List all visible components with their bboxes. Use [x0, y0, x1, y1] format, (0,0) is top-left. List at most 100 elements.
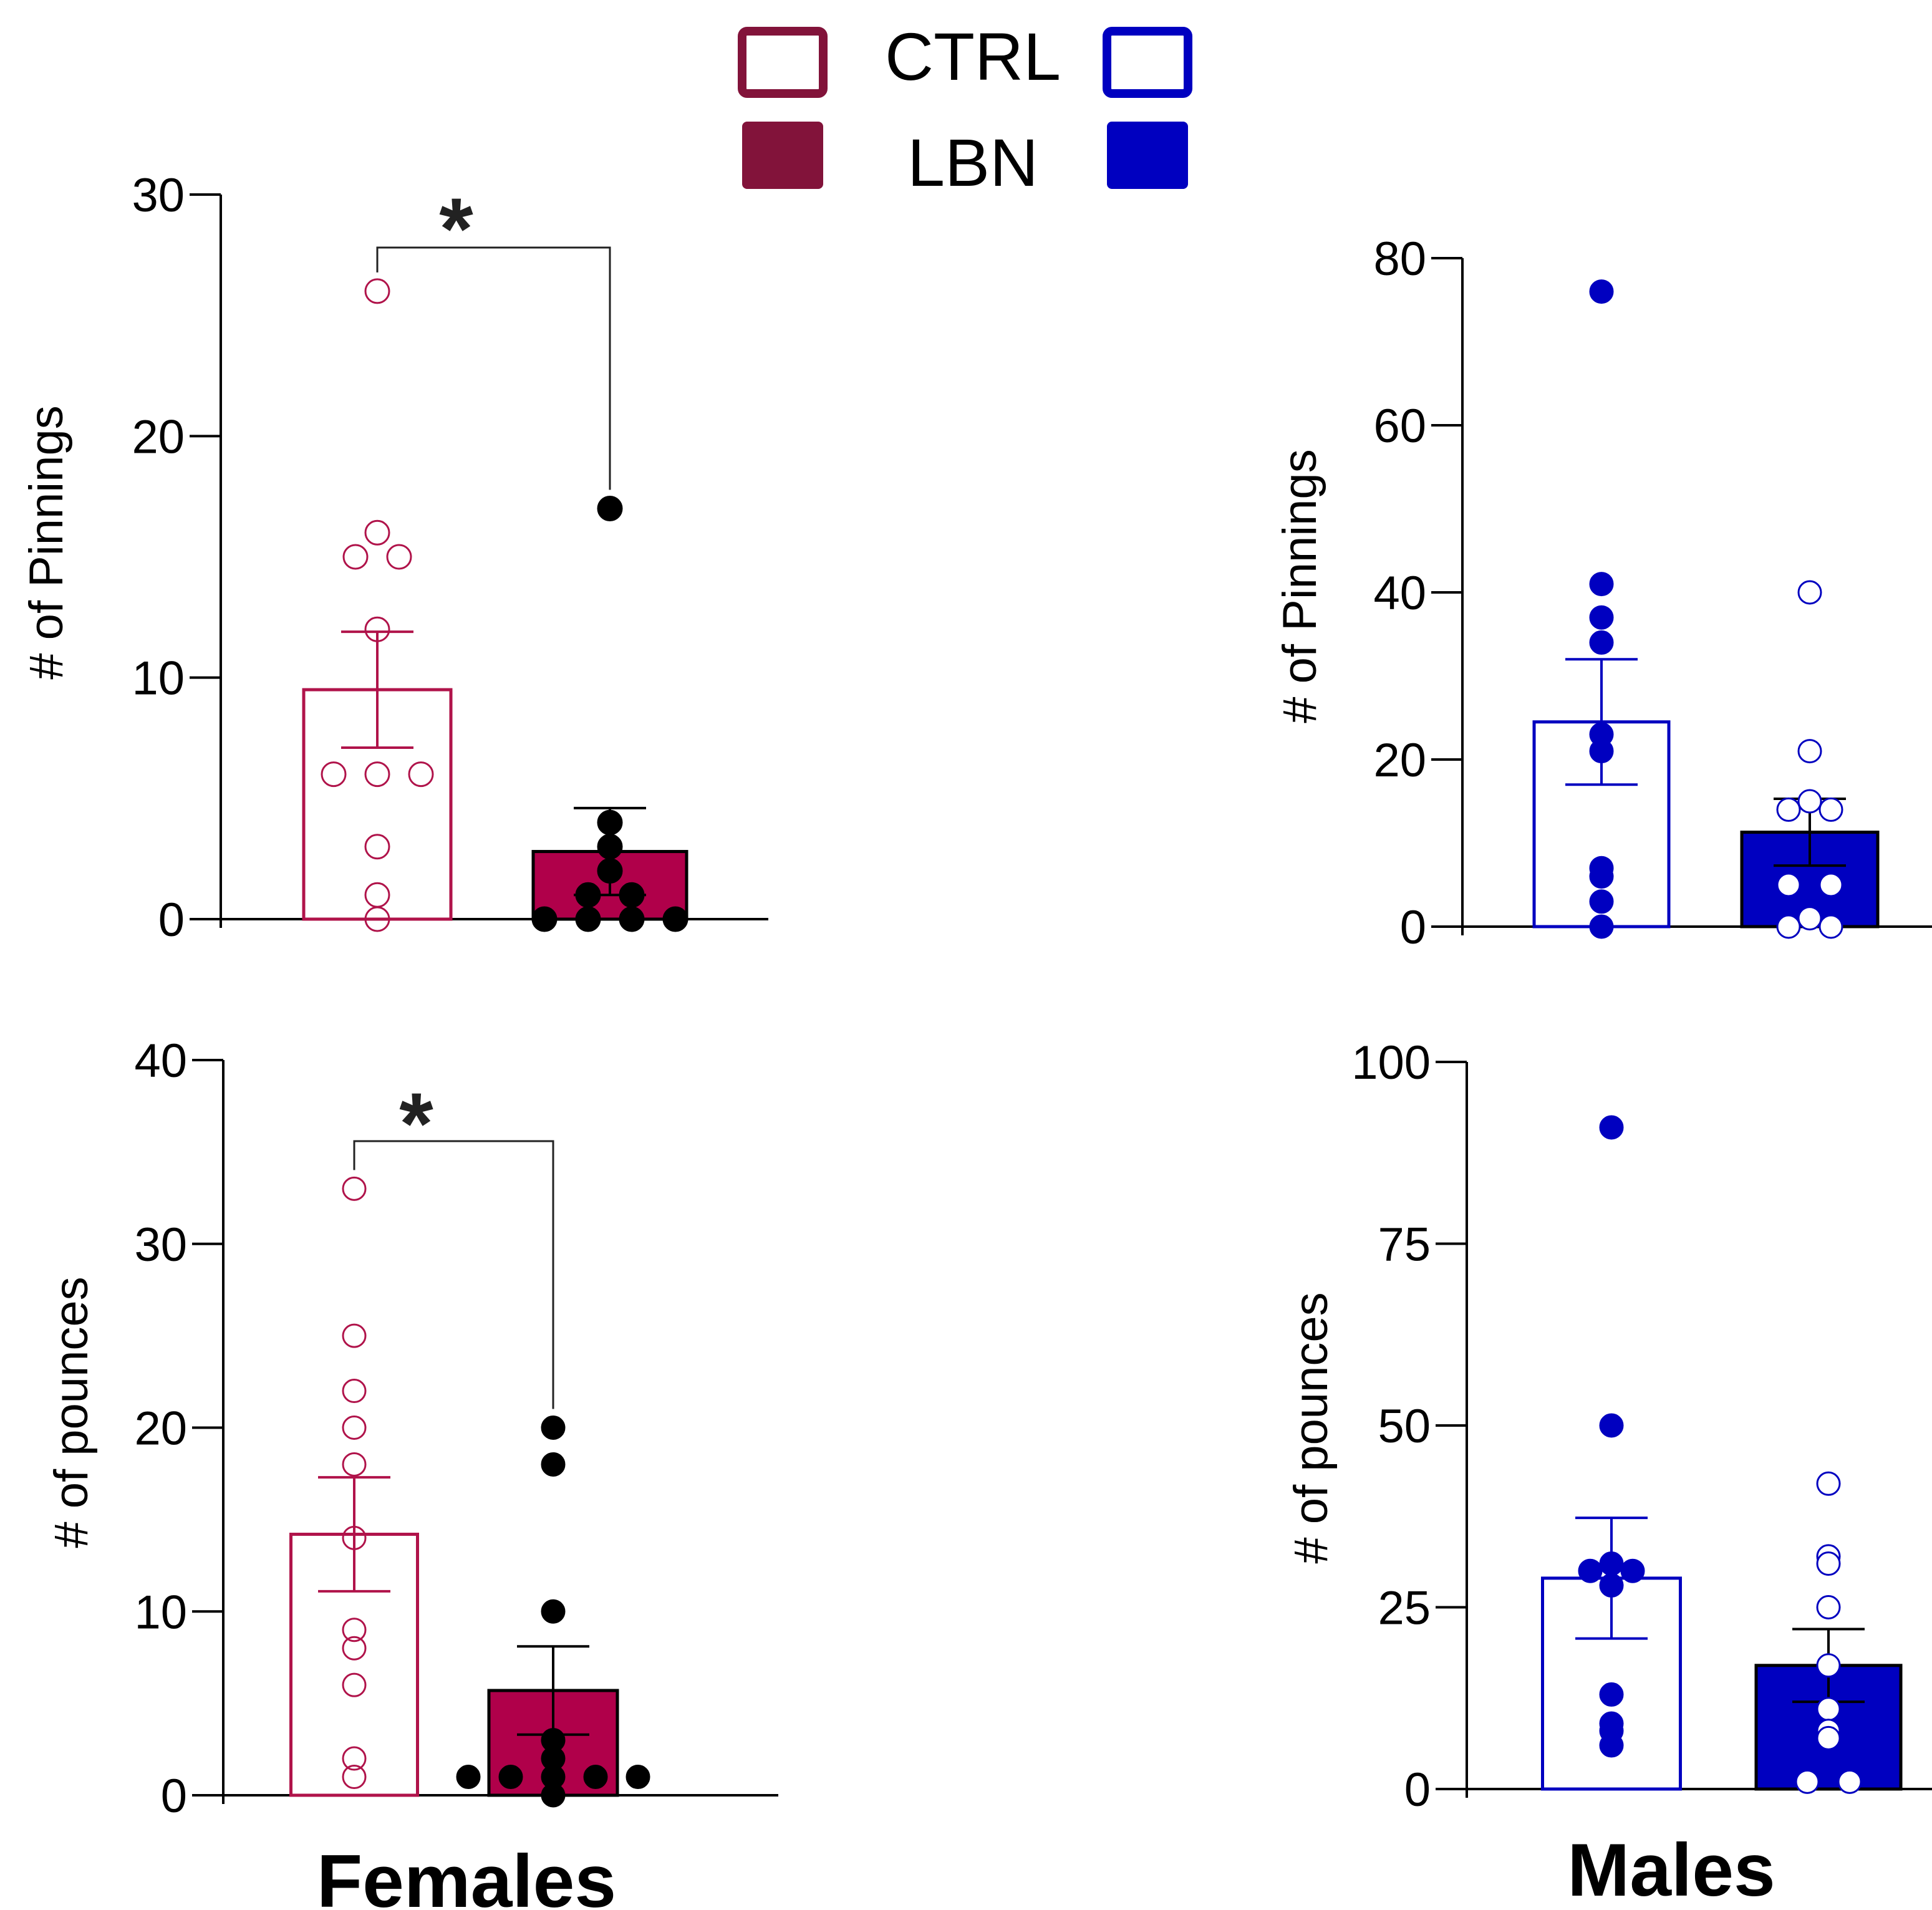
data-point-ctrl [364, 882, 390, 908]
data-point-ctrl [1589, 889, 1614, 914]
data-point-ctrl [342, 1176, 367, 1201]
data-point-lbn [1795, 1769, 1820, 1794]
data-point-lbn [1816, 1725, 1841, 1750]
data-point-lbn [541, 1599, 566, 1624]
data-point-ctrl [1589, 605, 1614, 630]
y-tick-label: 75 [1378, 1218, 1431, 1271]
legend-ctrl-male-swatch [1103, 27, 1192, 98]
y-tick-label: 30 [132, 169, 185, 222]
data-point-ctrl [1599, 1551, 1624, 1576]
y-tick-label: 100 [1351, 1036, 1431, 1089]
data-point-lbn [1818, 914, 1843, 939]
significance-bracket [376, 246, 611, 490]
significance-star: * [439, 180, 473, 277]
y-axis-title: # of pounces [1285, 1292, 1338, 1563]
y-tick-label: 20 [1373, 734, 1426, 787]
y-tick-label: 0 [1400, 901, 1426, 954]
data-point-ctrl [364, 519, 390, 546]
data-point-lbn [1797, 739, 1822, 764]
data-point-lbn [597, 858, 623, 884]
data-point-ctrl [1599, 1573, 1624, 1598]
data-point-ctrl [342, 1636, 367, 1661]
y-tick-label: 0 [1404, 1763, 1431, 1816]
data-point-ctrl [1589, 864, 1614, 889]
data-point-ctrl [342, 1525, 367, 1550]
data-point-lbn [625, 1765, 650, 1790]
y-tick-label: 50 [1378, 1400, 1431, 1453]
data-point-ctrl [342, 1323, 367, 1348]
data-point-ctrl [321, 761, 347, 788]
y-axis-title: # of pounces [45, 1276, 98, 1548]
data-point-lbn [531, 906, 558, 932]
y-tick-label: 80 [1373, 233, 1426, 286]
data-point-ctrl [1589, 914, 1614, 939]
group-label-males: Males [1567, 1828, 1775, 1910]
panels: 0 10 20 30 # of Pinnings * 0 20 40 60 80 # of Pinni… [20, 169, 1932, 1823]
data-point-lbn [1776, 872, 1801, 897]
data-point-ctrl [342, 544, 369, 570]
data-point-lbn [456, 1765, 481, 1790]
y-axis-title: # of Pinnings [20, 405, 73, 679]
significance-bracket [353, 1140, 554, 1409]
data-point-lbn [1837, 1769, 1862, 1794]
legend-lbn-label: LBN [907, 125, 1038, 200]
y-tick-label: 20 [134, 1402, 187, 1455]
data-point-lbn [1816, 1595, 1841, 1619]
data-point-ctrl [342, 1618, 367, 1642]
data-point-ctrl [1599, 1733, 1624, 1758]
group-label-females: Females [317, 1840, 616, 1910]
data-point-lbn [1816, 1471, 1841, 1496]
data-point-ctrl [1599, 1413, 1624, 1438]
data-point-ctrl [386, 544, 412, 570]
data-point-lbn [597, 809, 623, 836]
data-point-ctrl [342, 1746, 367, 1771]
significance-star: * [399, 1074, 433, 1172]
data-point-lbn [597, 496, 623, 522]
y-tick-label: 20 [132, 410, 185, 463]
data-point-ctrl [1578, 1558, 1603, 1583]
y-tick-label: 10 [134, 1586, 187, 1639]
data-point-ctrl [342, 1416, 367, 1440]
data-point-ctrl [364, 278, 390, 304]
data-point-lbn [1797, 906, 1822, 931]
data-point-ctrl [342, 1765, 367, 1790]
data-point-lbn [1776, 914, 1801, 939]
legend-ctrl-female-swatch [738, 27, 828, 98]
legend-ctrl-label: CTRL [885, 19, 1061, 94]
data-point-lbn [498, 1765, 523, 1790]
data-point-lbn [1818, 797, 1843, 822]
y-tick-label: 10 [132, 652, 185, 705]
data-point-ctrl [1589, 279, 1614, 304]
data-point-ctrl [1589, 630, 1614, 655]
data-point-lbn [619, 882, 645, 908]
y-axis-title: # of Pinnings [1273, 449, 1326, 723]
data-point-ctrl [1599, 1682, 1624, 1707]
y-tick-label: 0 [161, 1770, 187, 1823]
data-point-ctrl [1589, 739, 1614, 764]
data-point-lbn [541, 1416, 566, 1440]
data-point-lbn [575, 906, 601, 932]
data-point-lbn [541, 1452, 566, 1477]
data-point-lbn [1818, 872, 1843, 897]
data-point-ctrl [364, 834, 390, 860]
data-point-ctrl [1599, 1115, 1624, 1140]
data-point-ctrl [342, 1379, 367, 1404]
legend: CTRL LBN [738, 19, 1192, 200]
data-point-ctrl [364, 616, 390, 642]
data-point-lbn [1816, 1551, 1841, 1576]
data-point-lbn [597, 834, 623, 860]
data-point-ctrl [364, 761, 390, 788]
data-point-ctrl [342, 1672, 367, 1697]
data-point-lbn [583, 1765, 608, 1790]
y-tick-label: 60 [1373, 400, 1426, 453]
panel-females-pounces: 0 10 20 30 40 # of pounces * [45, 1035, 778, 1823]
data-point-ctrl [1589, 572, 1614, 597]
data-point-ctrl [1620, 1558, 1645, 1583]
data-point-ctrl [364, 906, 390, 932]
data-point-lbn [1797, 789, 1822, 814]
data-point-lbn [541, 1783, 566, 1808]
data-point-lbn [1776, 797, 1801, 822]
data-point-lbn [619, 906, 645, 932]
data-point-lbn [1797, 580, 1822, 605]
